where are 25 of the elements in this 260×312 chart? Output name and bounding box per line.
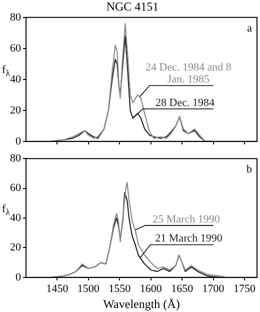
y-tick-label: 20 — [10, 242, 22, 254]
series-label: 21 March 1990 — [155, 232, 223, 245]
y-tick-label: 20 — [10, 104, 22, 116]
y-tick-label: 0 — [16, 271, 22, 284]
x-tick-label: 1750 — [234, 282, 256, 295]
y-tick-label: 0 — [16, 135, 22, 148]
y-tick-label: 80 — [10, 11, 22, 24]
x-tick-label: 1600 — [140, 282, 162, 295]
x-tick-label: 1650 — [171, 282, 194, 295]
x-tick-label: 1450 — [46, 282, 69, 295]
annotation: b — [246, 164, 252, 176]
y-tick-label: 60 — [10, 182, 22, 194]
series-label: 28 Dec. 1984 — [156, 96, 216, 109]
x-axis-title: Wavelength (Å) — [103, 296, 180, 311]
y-tick-label: 60 — [10, 42, 22, 54]
y-tick-label: 80 — [10, 152, 22, 164]
annotation: a — [247, 22, 252, 34]
x-tick-label: 1500 — [77, 282, 100, 295]
series-label: 25 March 1990 — [152, 213, 220, 226]
chart-title: NGC 4151 — [106, 0, 159, 14]
series-label: 24 Dec. 1984 and 8 Jan. 1985 — [146, 62, 232, 86]
x-tick-label: 1550 — [108, 282, 132, 295]
y-tick-label: 40 — [10, 73, 22, 86]
y-tick-label: 40 — [10, 212, 22, 224]
x-tick-label: 1700 — [202, 282, 225, 295]
